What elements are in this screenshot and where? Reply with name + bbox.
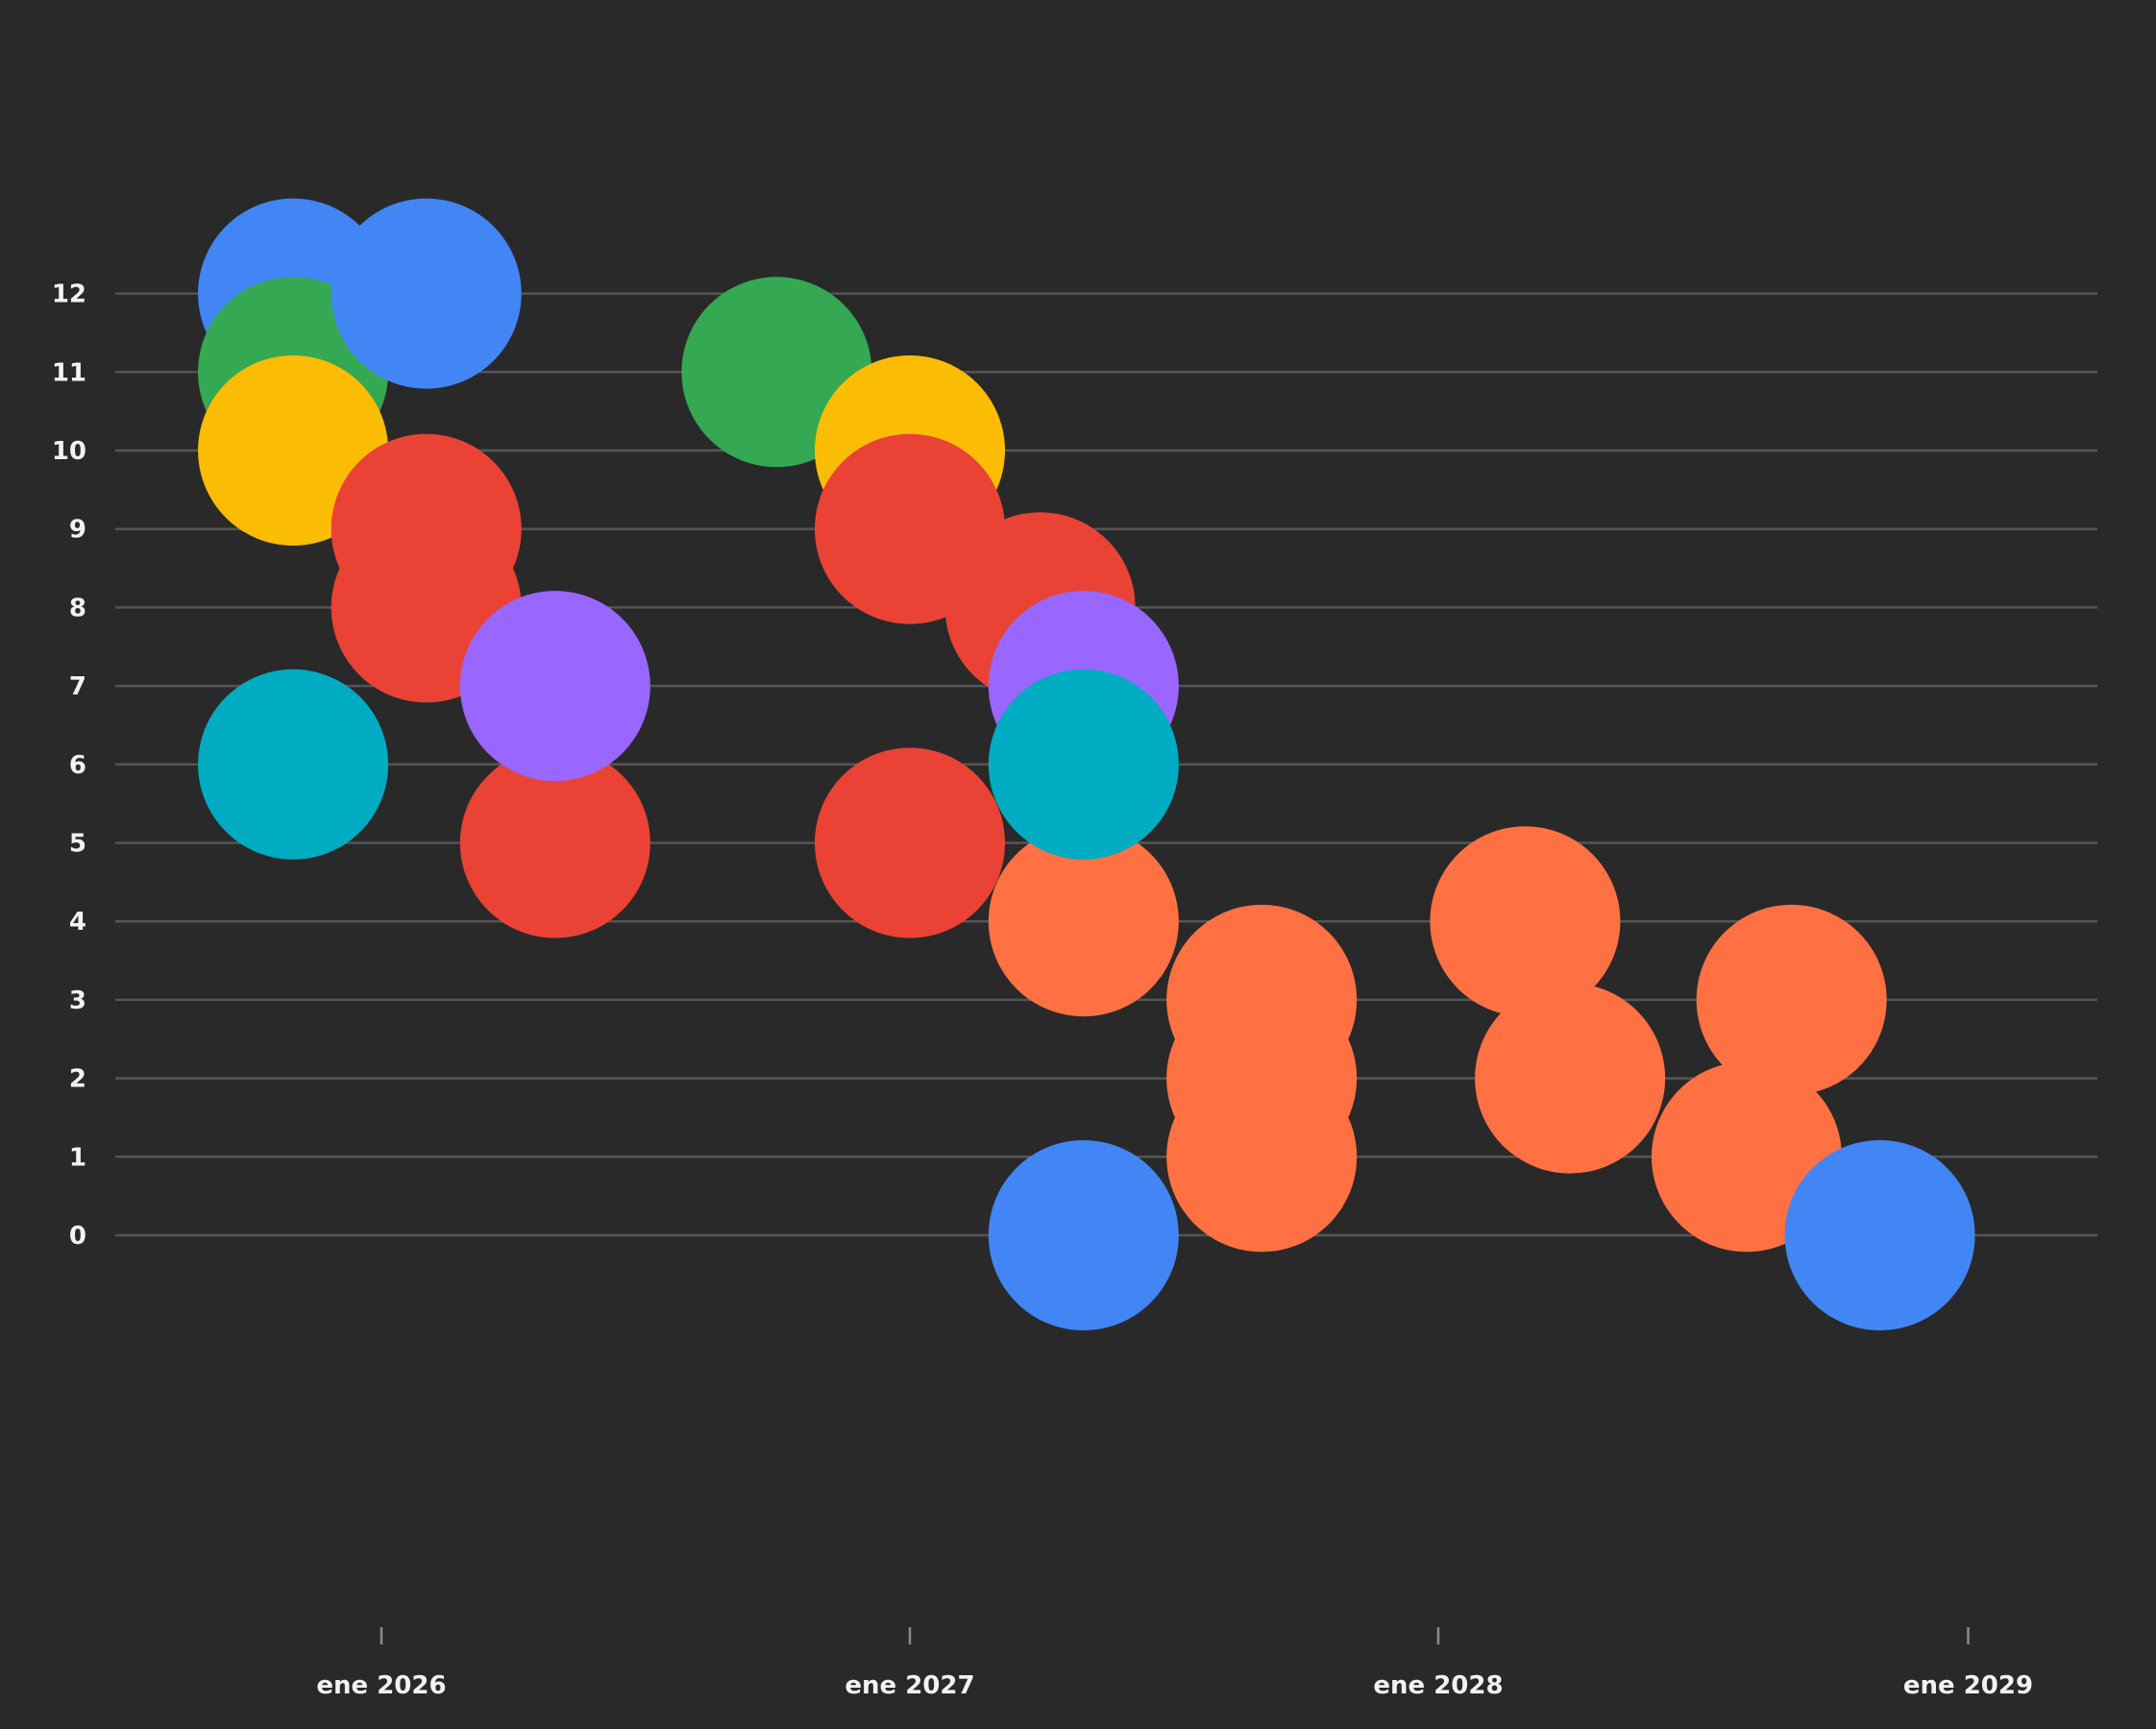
y-tick-label: 2 [69,1065,86,1094]
scatter-point [988,669,1179,860]
scatter-points [198,198,1975,1330]
y-tick-label: 7 [69,672,86,701]
scatter-point [1430,826,1621,1017]
x-tick-label: ene 2028 [1373,1671,1503,1700]
y-tick-label: 11 [52,358,86,387]
scatter-point [988,826,1179,1017]
scatter-point [1784,1140,1975,1330]
y-tick-label: 10 [52,437,86,466]
scatter-point [459,747,650,938]
scatter-point [1475,983,1666,1174]
scatter-point [331,198,522,389]
y-tick-label: 6 [69,751,86,780]
y-tick-label: 12 [52,280,86,309]
scatter-point [815,747,1005,938]
x-tick-label: ene 2027 [845,1671,974,1700]
scatter-point [1166,1061,1358,1253]
y-tick-label: 3 [69,986,86,1015]
y-tick-label: 0 [69,1222,86,1251]
y-tick-label: 1 [69,1143,86,1172]
x-tick-label: ene 2026 [316,1671,446,1700]
scatter-point [1696,904,1887,1095]
x-tick-label: ene 2029 [1903,1671,2033,1700]
y-tick-label: 5 [69,830,86,859]
y-tick-label: 4 [69,908,86,937]
scatter-point [198,669,389,860]
x-axis: ene 2026 ene 2027 ene 2028 ene 2029 [316,1627,2033,1700]
scatter-point [459,591,650,782]
y-tick-label: 8 [69,594,86,622]
y-tick-label: 9 [69,516,86,545]
scatter-point [988,1140,1179,1330]
